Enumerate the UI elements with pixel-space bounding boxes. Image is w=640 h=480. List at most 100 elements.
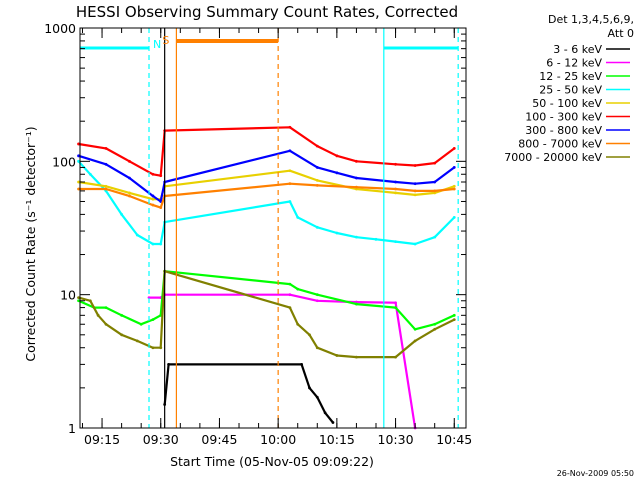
y-tick-label: 100 bbox=[52, 154, 76, 169]
data-point bbox=[355, 176, 358, 180]
data-point bbox=[394, 306, 397, 309]
data-point bbox=[315, 395, 319, 399]
plot-frame bbox=[79, 27, 467, 429]
data-point bbox=[452, 313, 456, 317]
data-point bbox=[288, 306, 292, 309]
data-point bbox=[296, 322, 300, 326]
data-point bbox=[413, 193, 417, 197]
data-point bbox=[159, 346, 163, 350]
series-line-2 bbox=[149, 293, 417, 429]
data-point bbox=[308, 386, 311, 390]
data-point bbox=[151, 172, 155, 176]
data-point bbox=[296, 215, 300, 219]
x-tick-label: 09:15 bbox=[84, 432, 120, 447]
data-point bbox=[147, 296, 151, 300]
data-point bbox=[452, 147, 456, 150]
data-point bbox=[335, 171, 339, 175]
data-point bbox=[315, 144, 319, 148]
data-point bbox=[452, 187, 456, 191]
data-point bbox=[288, 169, 292, 173]
data-point bbox=[288, 282, 292, 286]
data-point bbox=[452, 166, 456, 169]
data-point bbox=[77, 180, 80, 184]
legend-label: 3 - 6 keV bbox=[553, 43, 602, 56]
legend-header-line-2: Att 0 bbox=[608, 27, 634, 40]
data-point bbox=[128, 191, 131, 195]
data-point bbox=[374, 237, 378, 241]
data-point bbox=[413, 242, 417, 246]
data-point bbox=[104, 162, 108, 166]
x-tick-label: 10:00 bbox=[260, 432, 296, 447]
data-point bbox=[335, 154, 339, 158]
data-point bbox=[394, 240, 397, 244]
data-point bbox=[452, 215, 456, 219]
legend-label: 800 - 7000 keV bbox=[518, 138, 602, 151]
data-point bbox=[135, 233, 139, 237]
data-point bbox=[151, 242, 155, 246]
y-axis-label: Corrected Count Rate (s⁻¹ detector⁻¹) bbox=[23, 126, 38, 361]
night-marker-label: N bbox=[153, 38, 161, 51]
data-point bbox=[433, 191, 437, 195]
data-point bbox=[104, 147, 108, 150]
y-tick-label: 10 bbox=[60, 288, 76, 303]
data-point bbox=[335, 354, 339, 357]
data-point bbox=[288, 293, 292, 297]
x-tick-label: 10:45 bbox=[436, 432, 472, 447]
data-point bbox=[88, 299, 92, 303]
data-point bbox=[413, 182, 417, 186]
data-point bbox=[335, 231, 339, 235]
x-axis-label: Start Time (05-Nov-05 09:09:22) bbox=[170, 454, 374, 469]
data-point bbox=[128, 159, 131, 163]
legend-label: 6 - 12 keV bbox=[546, 57, 602, 70]
data-point bbox=[159, 174, 163, 178]
data-point bbox=[128, 176, 131, 180]
data-point bbox=[394, 162, 397, 166]
legend-label: 300 - 800 keV bbox=[525, 124, 602, 137]
data-point bbox=[413, 339, 417, 343]
legend-label: 25 - 50 keV bbox=[539, 84, 602, 97]
data-point bbox=[433, 161, 437, 165]
data-point bbox=[452, 184, 456, 188]
series-line-4 bbox=[77, 160, 456, 246]
data-point bbox=[355, 235, 358, 239]
data-point bbox=[120, 333, 124, 337]
data-point bbox=[159, 206, 163, 209]
data-point bbox=[151, 197, 155, 201]
data-point bbox=[433, 235, 437, 239]
data-point bbox=[151, 346, 155, 350]
data-point bbox=[120, 212, 124, 216]
x-tick-label: 09:30 bbox=[143, 432, 179, 447]
data-point bbox=[288, 200, 292, 203]
data-point bbox=[355, 302, 358, 306]
data-point bbox=[355, 300, 358, 304]
data-point bbox=[77, 142, 80, 146]
data-point bbox=[355, 355, 358, 359]
data-point bbox=[315, 166, 319, 169]
data-point bbox=[77, 299, 80, 303]
data-point bbox=[413, 164, 417, 167]
data-point bbox=[315, 178, 319, 182]
data-point bbox=[300, 362, 304, 366]
data-point bbox=[135, 339, 139, 343]
data-point bbox=[394, 180, 397, 184]
data-point bbox=[315, 346, 319, 350]
legend-label: 100 - 300 keV bbox=[525, 111, 602, 124]
data-point bbox=[88, 172, 92, 176]
data-point bbox=[394, 191, 397, 195]
timestamp: 26-Nov-2009 05:50 bbox=[557, 469, 634, 478]
data-point bbox=[77, 296, 80, 300]
series-line-3 bbox=[78, 270, 455, 331]
data-point bbox=[413, 189, 417, 193]
data-point bbox=[315, 225, 319, 229]
data-point bbox=[331, 421, 335, 424]
data-point bbox=[394, 301, 397, 305]
legend-label: 12 - 25 keV bbox=[539, 70, 602, 83]
data-point bbox=[433, 189, 437, 193]
data-point bbox=[159, 242, 163, 246]
data-point bbox=[433, 322, 437, 326]
data-point bbox=[120, 313, 124, 317]
legend-label: 7000 - 20000 keV bbox=[504, 151, 602, 164]
